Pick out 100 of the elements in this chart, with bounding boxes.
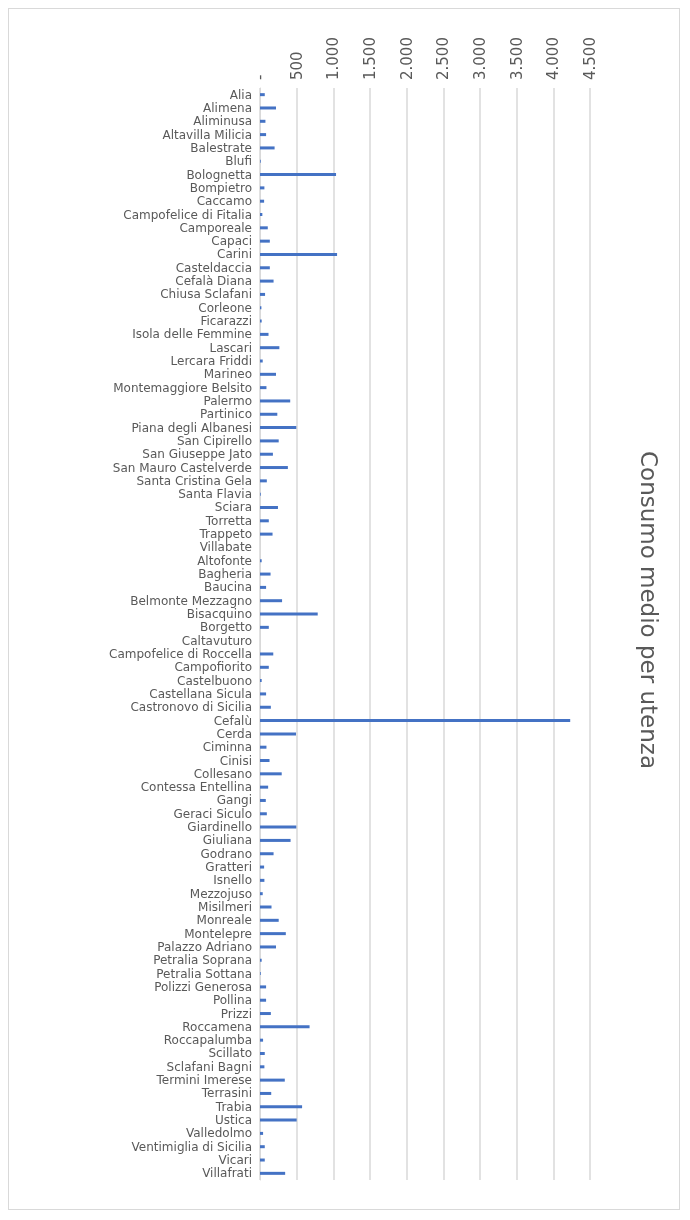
bar <box>260 226 268 230</box>
x-tick-label: 3.500 <box>507 37 526 80</box>
bar <box>260 572 271 576</box>
bar <box>260 372 276 376</box>
y-tick-label: Belmonte Mezzagno <box>130 593 252 608</box>
bar <box>260 186 265 190</box>
bar <box>260 612 318 616</box>
y-tick-label: Roccapalumba <box>163 1033 252 1048</box>
bar <box>260 892 263 896</box>
y-tick-label: Palermo <box>203 393 252 408</box>
y-tick-label: Prizzi <box>220 1006 252 1021</box>
bar <box>260 532 273 536</box>
y-tick-label: Santa Flavia <box>178 487 252 502</box>
y-tick-label: Collesano <box>193 766 252 781</box>
y-tick-label: Monreale <box>196 913 252 928</box>
bar <box>260 1118 297 1122</box>
y-tick-label: Cerda <box>216 726 252 741</box>
bar <box>260 745 267 749</box>
y-tick-label: Castronovo di Sicilia <box>130 700 252 715</box>
y-tick-label: Bagheria <box>198 567 252 582</box>
y-tick-label: Castelbuono <box>177 673 252 688</box>
x-tick-label: 1.000 <box>324 37 343 80</box>
bar <box>260 519 269 523</box>
y-tick-label: Petralia Soprana <box>153 953 252 968</box>
bar <box>260 798 266 802</box>
bar <box>260 865 265 869</box>
y-tick-label: Cefalà Diana <box>175 274 252 289</box>
y-tick-label: Altavilla Milicia <box>162 127 252 142</box>
bar <box>260 665 269 669</box>
bar <box>260 479 267 483</box>
bar <box>260 878 265 882</box>
y-tick-label: Villabate <box>199 540 252 555</box>
y-tick-label: Borgetto <box>199 620 252 635</box>
bar <box>260 932 286 936</box>
y-tick-label: Santa Cristina Gela <box>136 473 252 488</box>
text: Consumo medio per utenza <box>635 450 662 771</box>
y-tick-label: Baucina <box>203 580 252 595</box>
y-tick-label: Geraci Siculo <box>173 806 252 821</box>
y-tick-label: Bompietro <box>189 180 252 195</box>
bar <box>260 692 267 696</box>
y-tick-label: Terrasini <box>200 1086 252 1101</box>
bar <box>260 133 267 137</box>
y-tick-label: Villafrati <box>202 1166 252 1181</box>
bar <box>260 719 571 723</box>
bar <box>260 119 266 123</box>
bar <box>260 292 266 296</box>
bar <box>260 785 269 789</box>
x-tick-label: 4.000 <box>544 37 563 80</box>
bar <box>260 452 273 456</box>
y-tick-label: Torretta <box>204 513 252 528</box>
y-tick-label: Camporeale <box>179 220 252 235</box>
bar <box>260 998 267 1002</box>
y-tick-label: Chiusa Sclafani <box>160 287 252 302</box>
y-tick-label: San Giuseppe Jato <box>142 447 252 462</box>
bar <box>260 279 274 283</box>
bar <box>260 772 282 776</box>
bar <box>260 1105 303 1109</box>
bar <box>260 346 280 350</box>
y-tick-label: Scillato <box>208 1046 252 1061</box>
y-tick-label: Aliminusa <box>193 114 252 129</box>
y-tick-label: Petralia Sottana <box>156 966 252 981</box>
y-tick-label: Roccamena <box>182 1019 252 1034</box>
y-tick-label: Trappeto <box>198 527 252 542</box>
y-tick-label: Sciara <box>214 500 252 515</box>
x-tick-label: 3.000 <box>471 37 489 80</box>
bar <box>260 905 272 909</box>
bar <box>260 359 263 363</box>
y-tick-label: Palazzo Adriano <box>157 939 252 954</box>
bar <box>260 825 297 829</box>
bar <box>260 625 269 629</box>
x-tick-label: 2.500 <box>434 37 453 80</box>
y-tick-label: Piana degli Albanesi <box>131 420 252 435</box>
y-tick-label: Ustica <box>214 1113 252 1128</box>
y-tick-label: Montelepre <box>184 926 252 941</box>
bar <box>260 759 270 763</box>
y-tick-label: Campofelice di Fitalia <box>123 207 252 222</box>
x-tick-label: 4.500 <box>581 37 599 80</box>
bar <box>260 199 265 203</box>
bar <box>260 266 270 270</box>
y-tick-label: Capaci <box>211 234 252 249</box>
y-tick-label: Campofelice di Roccella <box>109 646 252 661</box>
y-tick-label: Misilmeri <box>198 900 252 914</box>
y-tick-label: Lascari <box>209 340 252 355</box>
y-tick-label: Caccamo <box>196 194 252 209</box>
bar <box>260 1145 265 1149</box>
bar <box>260 1065 265 1069</box>
y-tick-label: Alia <box>229 87 252 102</box>
bar <box>260 1158 265 1162</box>
bar <box>260 1171 286 1175</box>
y-tick-label: Bolognetta <box>186 167 252 182</box>
bar <box>260 838 291 842</box>
bar <box>260 945 276 949</box>
y-tick-label: Ventimiglia di Sicilia <box>131 1139 252 1154</box>
y-tick-label: Caltavuturo <box>181 633 252 648</box>
y-tick-label: Balestrate <box>190 140 252 155</box>
y-tick-label: Trabia <box>214 1099 252 1114</box>
bar <box>260 985 267 989</box>
y-tick-label: Termini Imerese <box>155 1073 252 1088</box>
y-tick-label: Partinico <box>200 407 252 422</box>
bar <box>260 705 271 709</box>
